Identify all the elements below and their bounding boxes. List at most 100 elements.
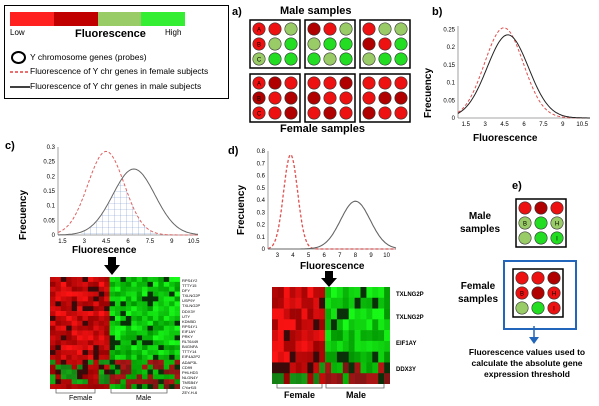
heatmap-cell bbox=[152, 281, 159, 288]
y-tick-label: 0 bbox=[52, 233, 56, 239]
heatmap-cell bbox=[163, 359, 170, 365]
heatmap-cell bbox=[384, 351, 390, 363]
heatmap-cell bbox=[50, 364, 56, 370]
heatmap-cell bbox=[104, 369, 110, 375]
heatmap-cell bbox=[331, 362, 338, 374]
heatmap-cell bbox=[115, 281, 121, 288]
x-tick-label: 10.5 bbox=[576, 122, 588, 128]
probe-well bbox=[252, 52, 266, 66]
heatmap-cell bbox=[152, 345, 159, 351]
sample-plates-grid: A B C A B C bbox=[249, 19, 411, 123]
heatmap-cell bbox=[366, 373, 373, 384]
heatmap-cell bbox=[360, 287, 367, 299]
heatmap-cell bbox=[301, 319, 308, 331]
heatmap-cell bbox=[366, 319, 373, 331]
scale-segment-mid-low bbox=[53, 12, 98, 26]
probe-well bbox=[550, 231, 564, 245]
heatmap-cell bbox=[77, 345, 83, 351]
scale-segment-low bbox=[10, 12, 54, 26]
panel-d-female-label: Female bbox=[284, 390, 316, 400]
heatmap-cell bbox=[142, 350, 148, 356]
heatmap-cell bbox=[136, 286, 143, 292]
heatmap-cell bbox=[152, 384, 159, 389]
heatmap-cell bbox=[307, 330, 314, 342]
heatmap-cell bbox=[354, 297, 361, 309]
heatmap-cell bbox=[342, 330, 349, 342]
heatmap-cell bbox=[360, 351, 367, 363]
probe-well bbox=[339, 37, 353, 51]
heatmap-cell bbox=[71, 291, 78, 297]
down-arrow-icon bbox=[104, 257, 120, 275]
heatmap-cell bbox=[147, 350, 154, 356]
heatmap-cell bbox=[109, 325, 116, 331]
heatmap-cell bbox=[125, 374, 132, 380]
heatmap-cell bbox=[136, 325, 143, 331]
heatmap-cell bbox=[169, 379, 175, 385]
heatmap-cell bbox=[93, 374, 100, 380]
heatmap-cell bbox=[174, 335, 180, 341]
heatmap-cell bbox=[136, 350, 143, 356]
heatmap-cell bbox=[115, 354, 121, 361]
heatmap-cell bbox=[125, 281, 132, 288]
heatmap-cell bbox=[50, 374, 56, 380]
heatmap-cell bbox=[115, 384, 121, 389]
heatmap-cell bbox=[336, 297, 344, 309]
heatmap-cell bbox=[109, 311, 116, 317]
heatmap-cell bbox=[366, 297, 373, 309]
heatmap-cell bbox=[163, 320, 170, 326]
heatmap-cell bbox=[360, 340, 367, 352]
heatmap-cell bbox=[325, 308, 332, 320]
heatmap-cell bbox=[98, 384, 105, 389]
heatmap-cell bbox=[125, 320, 132, 326]
heatmap-cell bbox=[158, 320, 165, 326]
heatmap-cell bbox=[131, 315, 137, 322]
heatmap-cell bbox=[277, 373, 285, 384]
heatmap-cell bbox=[77, 291, 83, 297]
heatmap-cell bbox=[295, 319, 302, 331]
probe-well bbox=[307, 52, 321, 66]
heatmap-cell bbox=[115, 306, 121, 312]
heatmap-cell bbox=[125, 291, 132, 297]
heatmap-cell bbox=[60, 354, 67, 361]
heatmap-cell bbox=[163, 335, 170, 341]
well-letter: H bbox=[552, 291, 556, 297]
panel-d-letter: d) bbox=[228, 145, 239, 157]
heatmap-cell bbox=[152, 306, 159, 312]
heatmap-cell bbox=[109, 286, 116, 292]
heatmap-cell bbox=[169, 325, 175, 331]
heatmap-cell bbox=[169, 277, 175, 283]
heatmap-cell bbox=[109, 359, 116, 365]
heatmap-cell bbox=[301, 351, 308, 363]
heatmap-cell bbox=[109, 315, 116, 322]
probe-well bbox=[268, 22, 282, 36]
heatmap-cell bbox=[71, 296, 78, 302]
heatmap-cell bbox=[93, 350, 100, 356]
heatmap-cell bbox=[277, 297, 285, 309]
male-distribution-curve bbox=[457, 34, 590, 119]
heatmap-cell bbox=[109, 320, 116, 326]
heatmap-cell bbox=[142, 311, 148, 317]
heatmap-cell bbox=[136, 277, 143, 283]
heatmap-cell bbox=[319, 373, 326, 384]
heatmap-cell bbox=[174, 291, 180, 297]
heatmap-cell bbox=[98, 296, 105, 302]
heatmap-cell bbox=[174, 379, 180, 385]
heatmap-cell bbox=[158, 379, 165, 385]
y-tick-label: 0.05 bbox=[43, 218, 55, 224]
panel-a-letter: a) bbox=[232, 6, 242, 18]
heatmap-cell bbox=[93, 291, 100, 297]
heatmap-cell bbox=[93, 379, 100, 385]
y-tick-label: 0.2 bbox=[257, 223, 266, 229]
heatmap-cell bbox=[66, 369, 72, 375]
heatmap-cell bbox=[66, 340, 72, 346]
heatmap-cell bbox=[372, 373, 379, 384]
heatmap-cell bbox=[71, 301, 78, 307]
panel-e-letter: e) bbox=[512, 180, 522, 192]
heatmap-cell bbox=[82, 277, 89, 283]
heatmap-cell bbox=[87, 301, 94, 307]
heatmap-cell bbox=[277, 330, 285, 342]
heatmap-cell bbox=[169, 359, 175, 365]
probe-well bbox=[394, 91, 408, 105]
heatmap-cell bbox=[109, 354, 116, 361]
probe-well bbox=[307, 37, 321, 51]
